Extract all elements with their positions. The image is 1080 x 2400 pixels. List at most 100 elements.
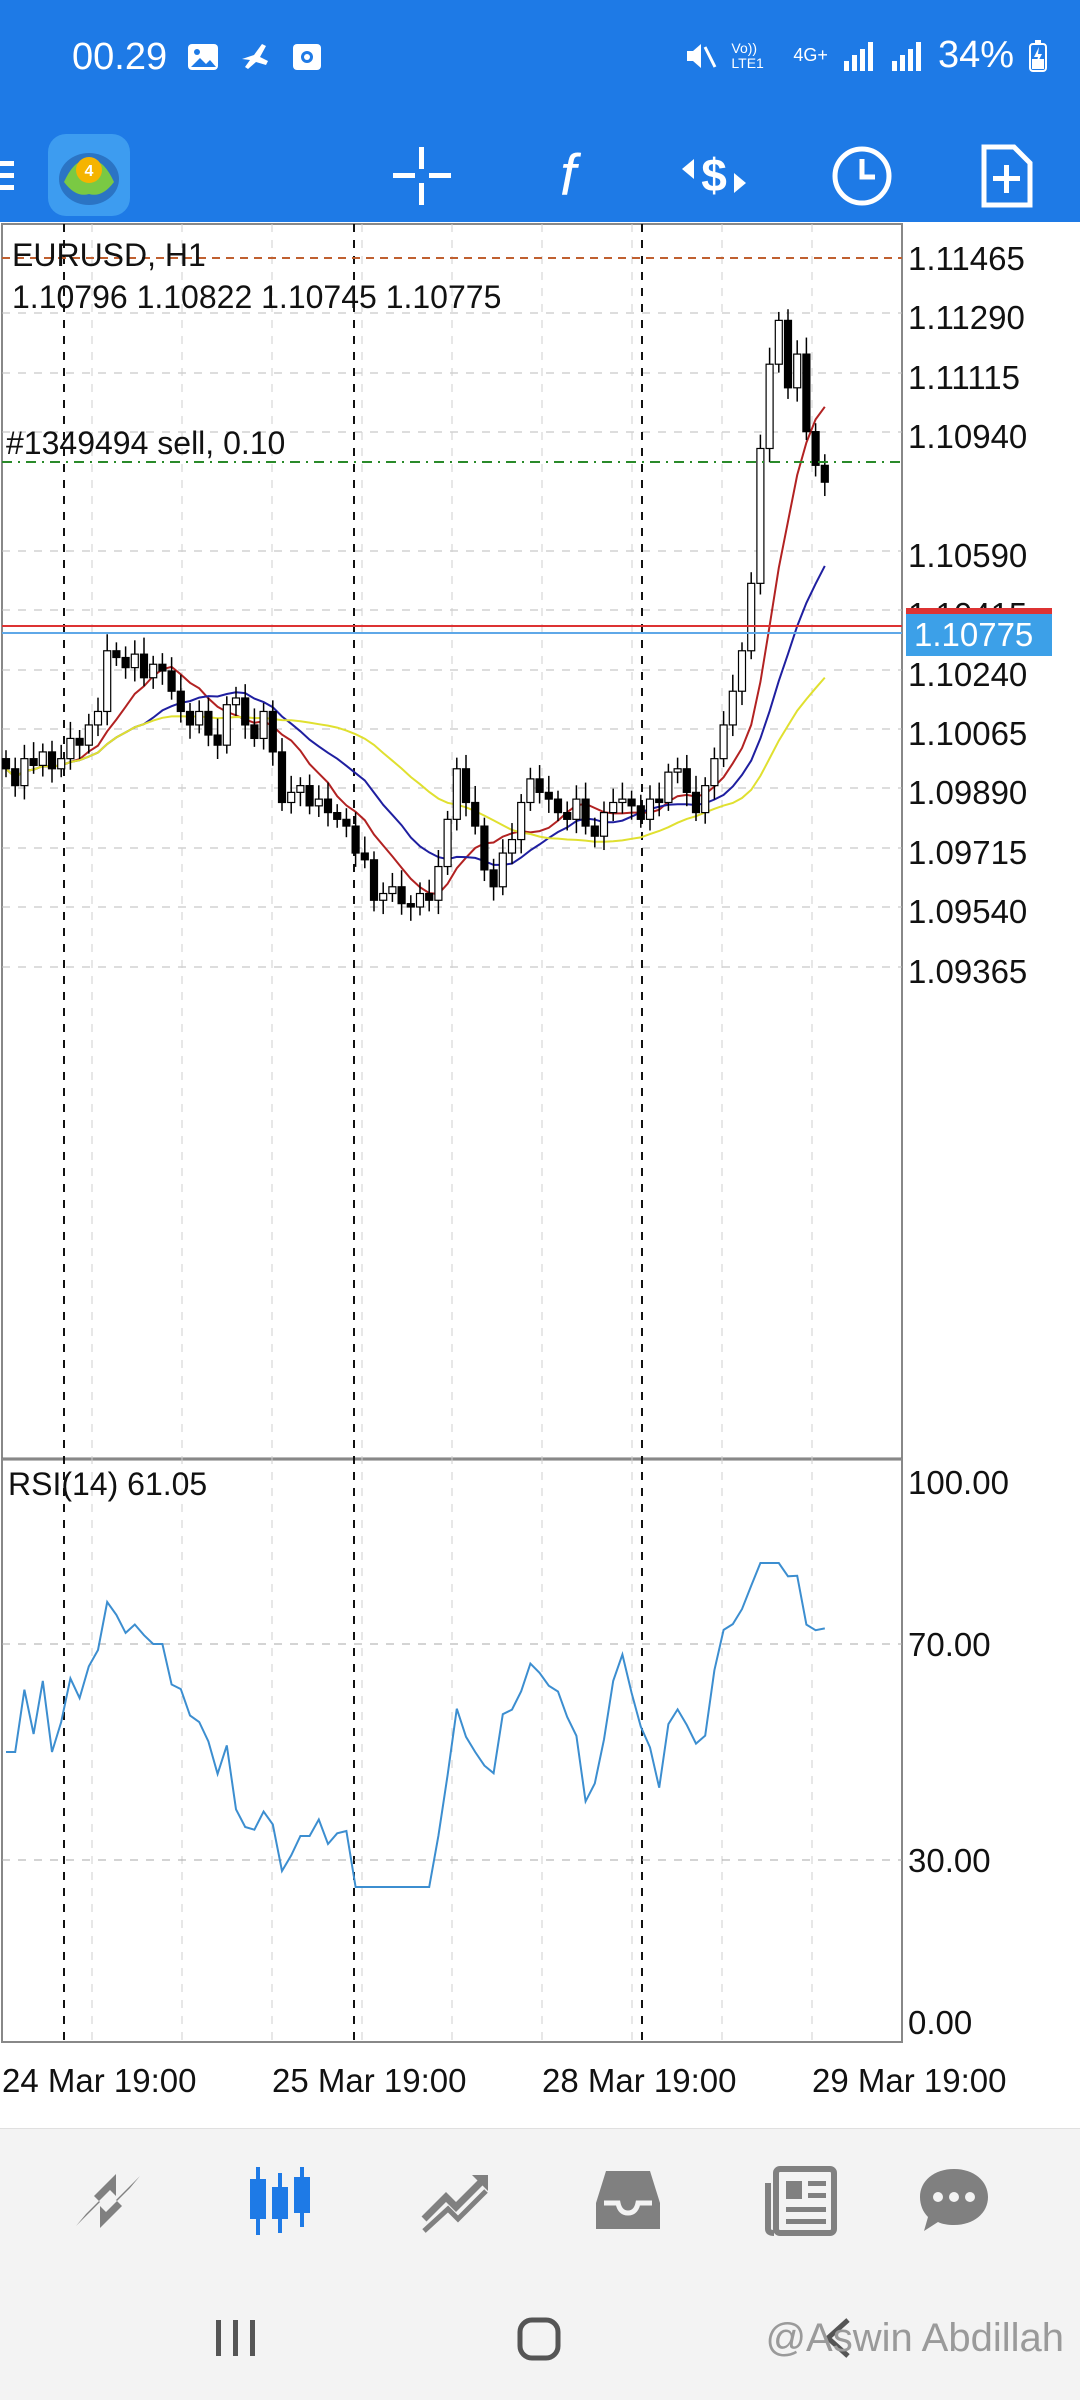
chart-area[interactable]: 1.114651.112901.111151.109401.105901.104… — [0, 222, 1080, 2112]
candle-body — [710, 758, 719, 787]
recents-icon[interactable] — [214, 2316, 258, 2360]
rsi-tick-label: 100.00 — [908, 1464, 1009, 1501]
candle-body — [480, 825, 489, 871]
price-chart[interactable]: 1.114651.112901.111151.109401.105901.104… — [0, 222, 1080, 2112]
candle-body — [204, 710, 213, 736]
candle-body — [57, 758, 66, 770]
crosshair-icon[interactable] — [384, 138, 460, 214]
candle-body — [112, 650, 121, 659]
candle-body — [636, 805, 645, 820]
signal-icon-2 — [891, 41, 921, 71]
history-icon[interactable] — [588, 2161, 668, 2241]
bottom-navigation — [0, 2128, 1080, 2269]
candle-body — [425, 892, 434, 901]
candle-body — [241, 697, 250, 726]
ma-fast-line — [5, 406, 826, 895]
candle-body — [213, 734, 222, 746]
candle-body — [618, 798, 627, 804]
time-tick-label: 29 Mar 19:00 — [812, 2062, 1006, 2099]
candle-body — [737, 650, 747, 692]
candle-body — [774, 319, 783, 365]
candle-body — [139, 653, 149, 679]
candle-body — [296, 785, 305, 793]
svg-text:f: f — [560, 143, 582, 208]
system-navigation-bar — [0, 2268, 1080, 2400]
candle-body — [84, 724, 93, 746]
candle-body — [158, 663, 167, 672]
rsi-tick-label: 0.00 — [908, 2004, 972, 2041]
price-tick-label: 1.11290 — [908, 299, 1025, 336]
current-price-badge — [906, 614, 1052, 656]
candle-body — [701, 785, 710, 814]
candle-body — [627, 798, 636, 807]
symbol-label: EURUSD, H1 — [12, 237, 206, 273]
candle-body — [149, 663, 158, 679]
candle-body — [231, 697, 241, 706]
candle-body — [287, 791, 296, 804]
price-tick-label: 1.10940 — [908, 418, 1027, 455]
candle-body — [719, 724, 728, 760]
timeframe-clock-icon[interactable] — [824, 138, 900, 214]
order-label: #1349494 sell, 0.10 — [6, 425, 285, 461]
new-order-icon[interactable] — [968, 138, 1044, 214]
candle-body — [507, 838, 517, 854]
candle-body — [682, 768, 691, 793]
candle-body — [314, 798, 323, 807]
ask-price-badge — [906, 608, 1052, 616]
price-tick-label: 1.10590 — [908, 537, 1027, 574]
price-tick-label: 1.11465 — [908, 240, 1025, 277]
ma-slow-line — [5, 676, 826, 843]
candle-body — [765, 363, 774, 450]
trade-icon[interactable]: $ — [676, 138, 752, 214]
candle-body — [590, 825, 599, 837]
airplane-icon — [242, 44, 268, 69]
quotes-icon[interactable] — [68, 2161, 148, 2241]
price-tick-label: 1.09715 — [908, 834, 1027, 871]
metatrader-logo[interactable]: 4 — [46, 132, 132, 218]
trade-tab-icon[interactable] — [416, 2161, 496, 2241]
candle-body — [728, 690, 737, 726]
status-system-area: Vo)) LTE1 4G+ 34% — [683, 34, 1048, 77]
candle-body — [563, 811, 572, 820]
candle-body — [185, 710, 195, 726]
news-icon[interactable] — [762, 2161, 842, 2241]
price-tick-label: 1.09365 — [908, 953, 1027, 990]
candle-body — [655, 798, 664, 804]
battery-percent: 34% — [937, 34, 1014, 76]
candle-body — [581, 798, 590, 827]
candle-body — [20, 758, 29, 787]
candle-body — [379, 892, 388, 901]
status-notification-icons — [186, 40, 324, 74]
app-toolbar: 4 f $ — [0, 124, 1080, 224]
candle-body — [793, 353, 802, 389]
rsi-label: RSI(14) 61.05 — [8, 1466, 207, 1502]
menu-icon[interactable] — [0, 138, 32, 214]
candle-body — [75, 737, 84, 746]
price-tick-label: 1.09540 — [908, 893, 1027, 930]
candle-body — [434, 865, 443, 901]
candle-body — [783, 319, 793, 389]
candle-body — [268, 710, 277, 753]
indicators-f-icon[interactable]: f — [530, 138, 606, 214]
candle-body — [802, 353, 811, 433]
signal-icon — [843, 41, 873, 71]
candle-body — [29, 758, 38, 767]
chart-icon[interactable] — [240, 2161, 320, 2241]
price-tick-label: 1.09890 — [908, 774, 1027, 811]
status-time: 00.29 — [72, 36, 168, 78]
candle-body — [342, 818, 351, 827]
candle-body — [167, 670, 176, 692]
candle-body — [11, 768, 20, 787]
home-icon[interactable] — [516, 2316, 562, 2362]
candle-body — [103, 650, 112, 713]
candle-body — [121, 656, 130, 669]
ohlc-label: 1.10796 1.10822 1.10745 1.10775 — [12, 279, 501, 315]
candle-body — [38, 751, 47, 767]
back-icon[interactable] — [818, 2316, 858, 2360]
candle-body — [747, 582, 756, 652]
candle-body — [406, 903, 415, 908]
candle-body — [489, 869, 498, 888]
chat-icon[interactable] — [914, 2161, 994, 2241]
candle-body — [452, 768, 461, 820]
candle-body — [645, 798, 655, 820]
